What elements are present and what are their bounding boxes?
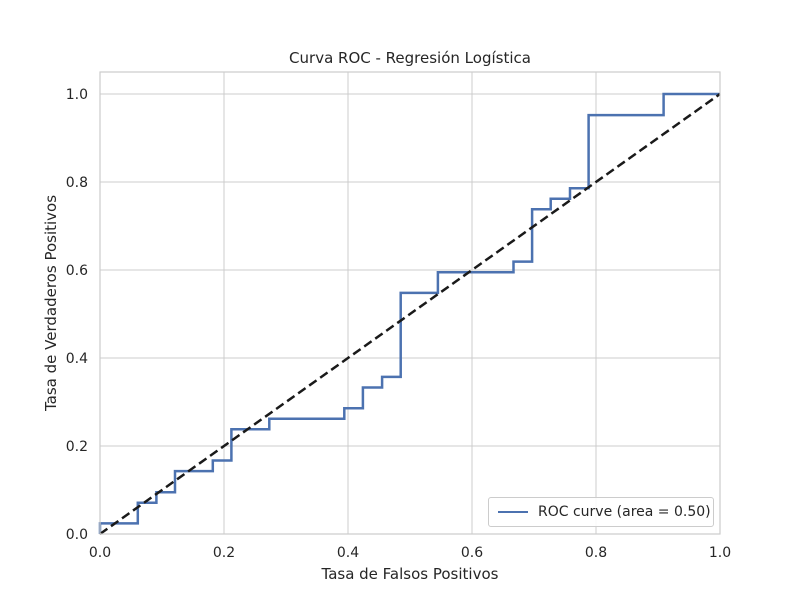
x-tick-label: 0.8 xyxy=(585,545,607,561)
legend: ROC curve (area = 0.50) xyxy=(488,497,714,527)
x-tick-label: 0.2 xyxy=(213,545,235,561)
legend-swatch-roc xyxy=(498,511,528,513)
y-tick-label: 0.0 xyxy=(66,527,88,543)
x-axis-label: Tasa de Falsos Positivos xyxy=(321,565,499,583)
y-tick-label: 0.2 xyxy=(66,439,88,455)
x-tick-label: 0.6 xyxy=(461,545,483,561)
series-layer xyxy=(98,92,721,536)
x-tick-label: 0.4 xyxy=(337,545,359,561)
y-tick-label: 0.8 xyxy=(66,175,88,191)
x-tick-label: 1.0 xyxy=(709,545,731,561)
chance-diagonal-line xyxy=(99,92,721,536)
roc-curve-line xyxy=(98,92,720,534)
grid-layer xyxy=(99,72,721,535)
y-tick-label: 0.4 xyxy=(66,351,88,367)
chart-title: Curva ROC - Regresión Logística xyxy=(289,49,531,67)
legend-label-roc: ROC curve (area = 0.50) xyxy=(538,504,711,520)
tick-layer: 0.0 0.2 0.4 0.6 0.8 1.0 0.0 0.2 0.4 0.6 0.8 1.0 xyxy=(66,87,731,561)
plot-frame xyxy=(99,71,721,535)
y-axis-label: Tasa de Verdaderos Positivos xyxy=(42,195,60,412)
x-tick-label: 0.0 xyxy=(89,545,111,561)
y-tick-label: 1.0 xyxy=(66,87,88,103)
y-tick-label: 0.6 xyxy=(66,263,88,279)
